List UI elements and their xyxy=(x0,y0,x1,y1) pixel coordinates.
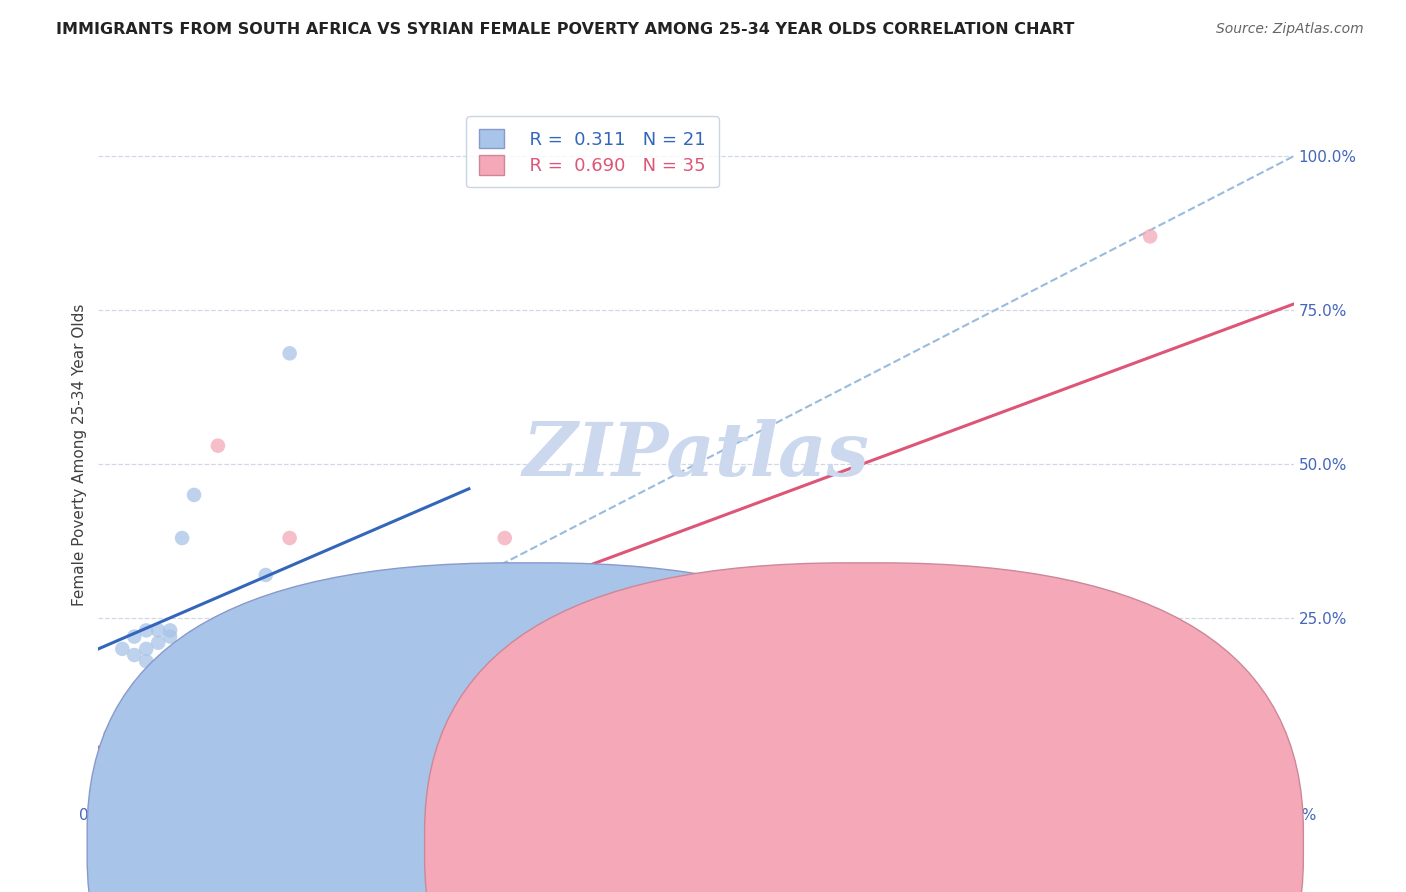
Point xyxy=(231,685,253,699)
Point xyxy=(254,605,277,619)
Text: Immigrants from South Africa: Immigrants from South Africa xyxy=(551,838,778,852)
Point xyxy=(148,636,170,650)
Point xyxy=(98,740,122,755)
Point xyxy=(135,728,157,742)
Point xyxy=(183,654,205,668)
Text: Source: ZipAtlas.com: Source: ZipAtlas.com xyxy=(1216,22,1364,37)
Point xyxy=(135,624,157,638)
Point xyxy=(111,722,134,736)
Point xyxy=(517,703,540,717)
Point xyxy=(111,709,134,723)
Point xyxy=(172,691,194,706)
Point xyxy=(326,648,349,662)
Point xyxy=(302,709,325,723)
Point xyxy=(159,630,181,644)
Point xyxy=(254,568,277,582)
Text: Syrians: Syrians xyxy=(889,838,945,852)
Point xyxy=(124,698,146,712)
Point xyxy=(207,641,229,656)
Point xyxy=(804,715,827,730)
Point xyxy=(135,685,157,699)
Point xyxy=(613,722,636,736)
Point xyxy=(148,679,170,693)
Point xyxy=(685,679,707,693)
Legend:   R =  0.311   N = 21,   R =  0.690   N = 35: R = 0.311 N = 21, R = 0.690 N = 35 xyxy=(465,116,718,187)
Point xyxy=(124,715,146,730)
Point xyxy=(135,703,157,717)
Point xyxy=(172,531,194,545)
Point xyxy=(278,346,301,360)
Point xyxy=(159,685,181,699)
Point xyxy=(207,439,229,453)
Point xyxy=(135,641,157,656)
Point xyxy=(98,740,122,755)
Point xyxy=(135,654,157,668)
Point xyxy=(159,648,181,662)
Point xyxy=(148,624,170,638)
Point xyxy=(124,630,146,644)
Point xyxy=(398,685,420,699)
Point xyxy=(231,660,253,674)
Point xyxy=(494,531,516,545)
Point xyxy=(326,648,349,662)
Point xyxy=(124,648,146,662)
Text: ZIPatlas: ZIPatlas xyxy=(523,418,869,491)
Point xyxy=(111,641,134,656)
Point xyxy=(183,488,205,502)
Point xyxy=(172,641,194,656)
Point xyxy=(183,630,205,644)
Point xyxy=(278,531,301,545)
Point xyxy=(804,679,827,693)
Y-axis label: Female Poverty Among 25-34 Year Olds: Female Poverty Among 25-34 Year Olds xyxy=(72,304,87,606)
Point xyxy=(159,709,181,723)
Point xyxy=(159,666,181,681)
Point xyxy=(111,734,134,748)
Point xyxy=(148,703,170,717)
Text: IMMIGRANTS FROM SOUTH AFRICA VS SYRIAN FEMALE POVERTY AMONG 25-34 YEAR OLDS CORR: IMMIGRANTS FROM SOUTH AFRICA VS SYRIAN F… xyxy=(56,22,1074,37)
Point xyxy=(350,580,373,594)
Point xyxy=(183,715,205,730)
Point xyxy=(98,728,122,742)
Point xyxy=(207,660,229,674)
Point xyxy=(422,715,444,730)
Point xyxy=(159,624,181,638)
Point xyxy=(1139,229,1161,244)
